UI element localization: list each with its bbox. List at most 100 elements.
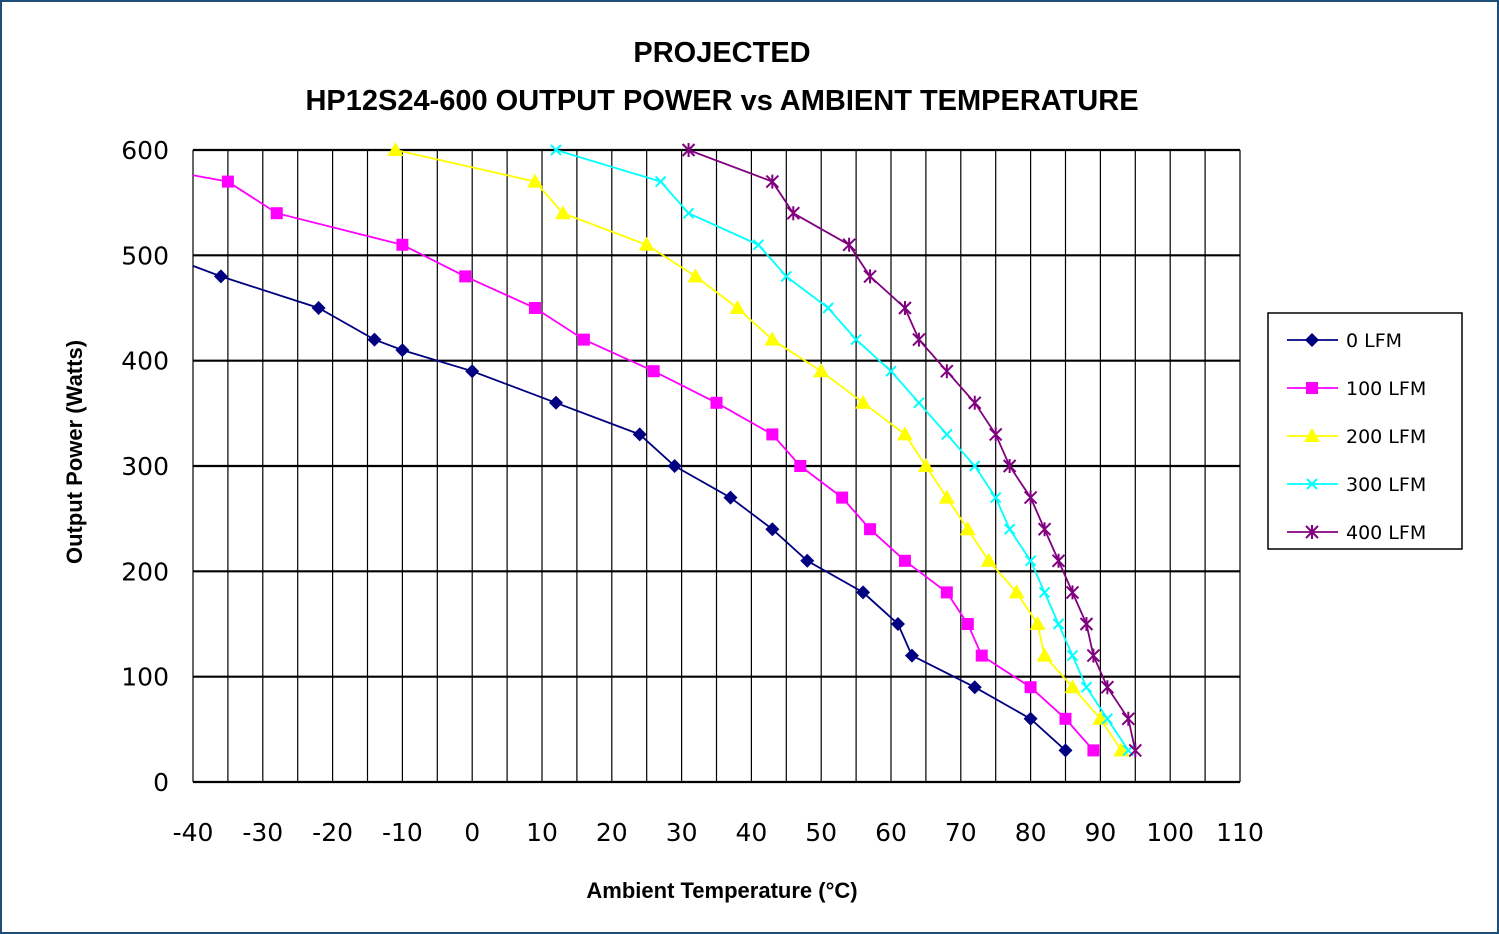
data-point bbox=[270, 207, 283, 220]
legend: 0 LFM 100 LFM 200 LFM 300 LFM 400 LFM bbox=[1267, 312, 1463, 550]
legend-item: 0 LFM bbox=[1287, 330, 1402, 352]
x-tick-label: -20 bbox=[312, 818, 353, 847]
data-point bbox=[654, 175, 667, 188]
grid bbox=[192, 148, 1241, 784]
legend-label: 300 LFM bbox=[1346, 474, 1426, 496]
data-point bbox=[766, 428, 779, 441]
data-point bbox=[842, 237, 856, 252]
data-point bbox=[917, 458, 934, 472]
x-tick-label: 50 bbox=[805, 818, 837, 847]
legend-item: 100 LFM bbox=[1287, 378, 1426, 400]
data-point bbox=[896, 426, 913, 441]
data-point bbox=[1052, 618, 1065, 630]
data-point bbox=[885, 365, 897, 377]
data-point bbox=[687, 268, 704, 283]
series-line bbox=[688, 149, 1137, 751]
data-point bbox=[632, 427, 647, 442]
data-point bbox=[940, 586, 953, 599]
data-point bbox=[465, 364, 480, 379]
data-point bbox=[1059, 712, 1072, 725]
y-tick-label: 400 bbox=[121, 347, 169, 376]
legend-marker bbox=[1305, 333, 1319, 347]
y-axis-title: Output Power (Watts) bbox=[62, 340, 87, 564]
data-point bbox=[1101, 713, 1114, 725]
chart-title-line-1: PROJECTED bbox=[633, 37, 810, 69]
x-tick-label: -30 bbox=[242, 818, 283, 847]
data-point bbox=[387, 142, 404, 156]
data-point bbox=[989, 491, 1002, 504]
legend-label: 100 LFM bbox=[1346, 378, 1426, 400]
legend-marker bbox=[1306, 478, 1318, 490]
data-point bbox=[967, 680, 982, 695]
y-tick-label: 100 bbox=[121, 663, 169, 692]
data-point bbox=[577, 333, 590, 346]
data-point bbox=[1121, 711, 1136, 726]
series-400-lfm bbox=[681, 143, 1143, 758]
data-point bbox=[1100, 680, 1115, 695]
data-point bbox=[1023, 711, 1038, 726]
data-point bbox=[682, 207, 695, 219]
legend-marker bbox=[1306, 382, 1318, 394]
x-tick-label: 70 bbox=[945, 818, 977, 847]
data-point bbox=[1087, 744, 1100, 757]
legend-item: 200 LFM bbox=[1287, 426, 1426, 448]
data-point bbox=[913, 397, 925, 409]
data-point bbox=[367, 332, 382, 347]
data-point bbox=[1128, 743, 1143, 758]
data-point bbox=[638, 236, 655, 251]
x-tick-label: 30 bbox=[666, 818, 698, 847]
legend-label: 400 LFM bbox=[1346, 522, 1426, 544]
series-100-lfm bbox=[192, 174, 1100, 757]
data-point bbox=[864, 523, 877, 536]
data-point bbox=[459, 270, 472, 283]
data-point bbox=[1079, 617, 1094, 631]
data-point bbox=[554, 205, 571, 220]
data-point bbox=[1037, 522, 1052, 537]
data-point bbox=[1066, 649, 1079, 662]
data-point bbox=[723, 490, 738, 505]
data-point bbox=[1080, 681, 1093, 693]
data-point bbox=[681, 143, 696, 157]
data-point bbox=[1002, 459, 1017, 473]
x-tick-label: 60 bbox=[875, 818, 907, 847]
data-point bbox=[765, 174, 780, 189]
data-point bbox=[1051, 553, 1066, 568]
data-point bbox=[667, 459, 682, 473]
legend-marker bbox=[1305, 525, 1319, 539]
data-point bbox=[1023, 490, 1038, 505]
data-point bbox=[550, 144, 562, 156]
data-point bbox=[786, 206, 800, 221]
data-point bbox=[940, 364, 954, 379]
data-point bbox=[529, 302, 542, 314]
data-point bbox=[988, 427, 1003, 442]
data-point bbox=[1064, 679, 1081, 694]
data-point bbox=[856, 585, 871, 600]
x-tick-label: 80 bbox=[1015, 818, 1047, 847]
data-point bbox=[1038, 586, 1051, 599]
data-point bbox=[311, 301, 326, 315]
data-point bbox=[836, 491, 849, 504]
y-tick-label: 600 bbox=[121, 136, 169, 165]
data-point bbox=[863, 269, 877, 284]
data-point bbox=[780, 270, 793, 283]
legend-item: 300 LFM bbox=[1287, 474, 1426, 496]
legend-box bbox=[1267, 312, 1463, 550]
data-point bbox=[912, 332, 926, 347]
data-point bbox=[1086, 648, 1101, 663]
y-tick-label: 300 bbox=[121, 452, 169, 481]
data-point bbox=[1008, 584, 1025, 599]
data-point bbox=[647, 365, 660, 378]
x-tick-label: 110 bbox=[1216, 818, 1264, 847]
data-point bbox=[1003, 523, 1016, 535]
data-point bbox=[527, 173, 544, 188]
data-point bbox=[1058, 743, 1073, 758]
data-point bbox=[822, 302, 834, 314]
data-point bbox=[395, 343, 410, 358]
data-point bbox=[890, 617, 905, 631]
data-point bbox=[975, 649, 988, 662]
y-tick-label: 200 bbox=[121, 557, 169, 586]
series-200-lfm bbox=[387, 142, 1130, 757]
data-point bbox=[855, 394, 872, 409]
data-point bbox=[898, 554, 911, 567]
data-point bbox=[729, 300, 746, 314]
